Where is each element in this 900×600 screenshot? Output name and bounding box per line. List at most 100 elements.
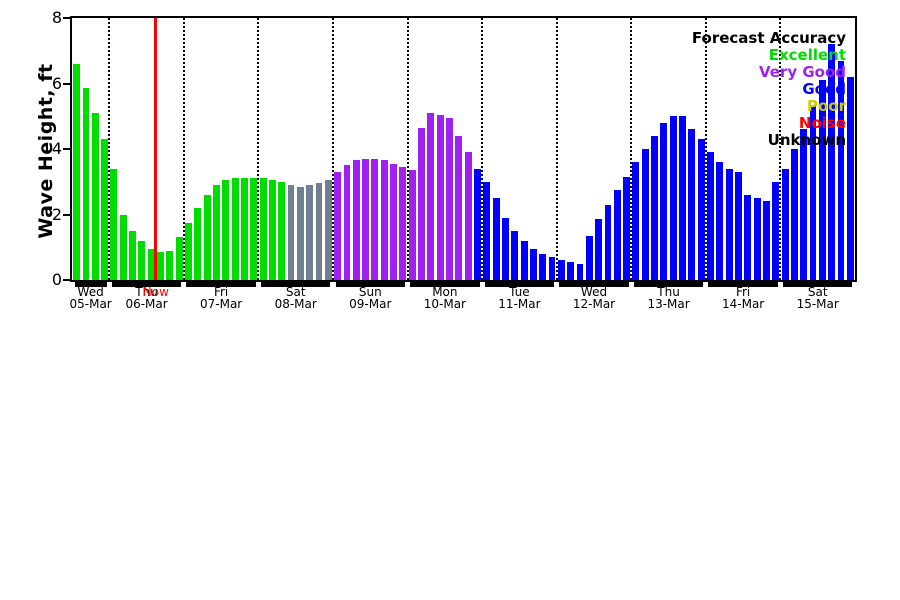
wave-height-bar	[641, 149, 649, 280]
wave-height-bar	[576, 263, 584, 280]
wave-height-bar	[688, 129, 696, 280]
x-axis-day-band	[410, 282, 480, 287]
wave-height-bar	[651, 135, 659, 280]
x-axis-day-band	[74, 282, 107, 287]
x-axis-day-label: Wed	[77, 285, 104, 299]
wave-height-bar	[557, 260, 565, 280]
x-axis-date-label: 08-Mar	[274, 297, 317, 311]
legend-entry-poor: Poor	[806, 97, 846, 115]
wave-height-bar	[203, 194, 211, 280]
wave-height-bar	[809, 106, 817, 280]
wave-height-bar	[147, 248, 155, 280]
wave-height-bar	[781, 168, 789, 280]
x-axis-date-label: 07-Mar	[200, 297, 243, 311]
wave-height-bar	[306, 185, 314, 280]
legend-entry-good: Good	[802, 80, 846, 98]
wave-height-bar	[213, 185, 220, 280]
now-label: Now	[142, 285, 169, 299]
x-axis-day-band	[559, 282, 629, 287]
x-axis-day-label: Sat	[285, 285, 306, 299]
wave-height-bar	[492, 198, 500, 280]
wave-height-bar	[418, 127, 425, 280]
y-axis-tick-mark	[63, 148, 70, 150]
wave-height-bar	[669, 116, 677, 280]
wave-height-bar	[240, 178, 248, 280]
wave-height-bar	[474, 168, 481, 280]
day-boundary-gridline	[108, 18, 111, 280]
legend-title: Forecast Accuracy	[691, 29, 846, 47]
wave-height-bar	[380, 160, 388, 280]
wave-height-bar	[501, 217, 509, 280]
x-axis-day-label: Mon	[432, 285, 458, 299]
y-axis-tick-mark	[63, 17, 70, 19]
wave-height-bar	[175, 237, 183, 280]
wave-height-bar	[529, 248, 537, 280]
wave-height-bar	[613, 189, 621, 280]
wave-height-bar	[697, 139, 705, 280]
wave-height-bar	[846, 76, 854, 280]
x-axis-day-label: Wed	[580, 285, 608, 299]
x-axis-date-label: 12-Mar	[572, 297, 616, 311]
wave-height-bar	[800, 129, 808, 280]
x-axis-date-label: 06-Mar	[125, 297, 168, 311]
wave-height-bar	[222, 180, 230, 280]
wave-height-bar	[567, 262, 575, 280]
legend-entry-excellent: Excellent	[768, 46, 846, 64]
wave-height-bar	[520, 240, 528, 280]
wave-height-bar	[185, 222, 192, 280]
wave-height-bar	[725, 168, 733, 280]
day-boundary-gridline	[257, 18, 260, 280]
wave-height-bar	[194, 207, 202, 280]
wave-height-bar	[362, 158, 370, 280]
x-axis-day-label: Tue	[509, 285, 530, 299]
wave-height-bar	[604, 204, 612, 280]
x-axis-day-band	[782, 282, 853, 287]
day-boundary-gridline	[182, 18, 185, 280]
wave-height-bar	[427, 112, 435, 280]
wave-height-bar	[287, 185, 295, 280]
wave-height-bar	[735, 171, 742, 280]
wave-height-bar	[138, 240, 146, 280]
wave-height-bar	[511, 230, 519, 280]
wave-height-bar	[744, 194, 752, 280]
legend-entry-unknown: Unknown	[767, 131, 846, 149]
wave-height-bar	[548, 257, 556, 280]
wave-height-bar	[73, 63, 81, 280]
wave-height-bar	[352, 160, 360, 280]
x-axis-date-label: 13-Mar	[647, 297, 690, 311]
wave-height-bar	[753, 198, 761, 280]
wave-height-bar	[408, 170, 416, 280]
y-axis-tick-label: 0	[51, 270, 62, 289]
wave-height-bar	[707, 152, 714, 280]
y-axis-tick-label: 4	[51, 139, 62, 158]
x-axis-day-band	[633, 282, 704, 287]
wave-height-bar	[772, 181, 780, 280]
x-axis-day-band	[484, 282, 555, 287]
y-axis-tick-label: 2	[51, 204, 62, 224]
y-axis-tick-label: 6	[51, 73, 62, 93]
wave-height-bar	[250, 178, 258, 280]
x-axis-day-label: Thu	[657, 285, 680, 299]
wave-height-bar	[539, 253, 547, 280]
wave-height-bar	[82, 88, 90, 280]
x-axis-date-label: 14-Mar	[722, 297, 765, 311]
wave-height-bar	[119, 214, 127, 280]
y-axis-tick-mark	[63, 279, 70, 281]
wave-height-bar	[446, 117, 453, 280]
wave-height-bar	[762, 201, 770, 280]
day-boundary-gridline	[555, 18, 558, 280]
wave-height-bar	[455, 135, 463, 280]
plot-area	[70, 16, 857, 282]
x-axis-day-band	[186, 282, 256, 287]
wave-height-bar	[595, 219, 603, 280]
wave-height-bar	[828, 44, 836, 280]
day-boundary-gridline	[332, 18, 334, 280]
legend-entry-very-good: Very Good	[758, 63, 846, 81]
day-boundary-gridline	[406, 18, 409, 280]
wave-height-bar	[278, 181, 286, 280]
legend: Forecast Accuracy Excellent Very Good Good…	[590, 30, 846, 149]
wave-height-bar	[371, 158, 379, 280]
wave-height-bar	[259, 178, 267, 280]
wave-height-bar	[91, 112, 99, 280]
